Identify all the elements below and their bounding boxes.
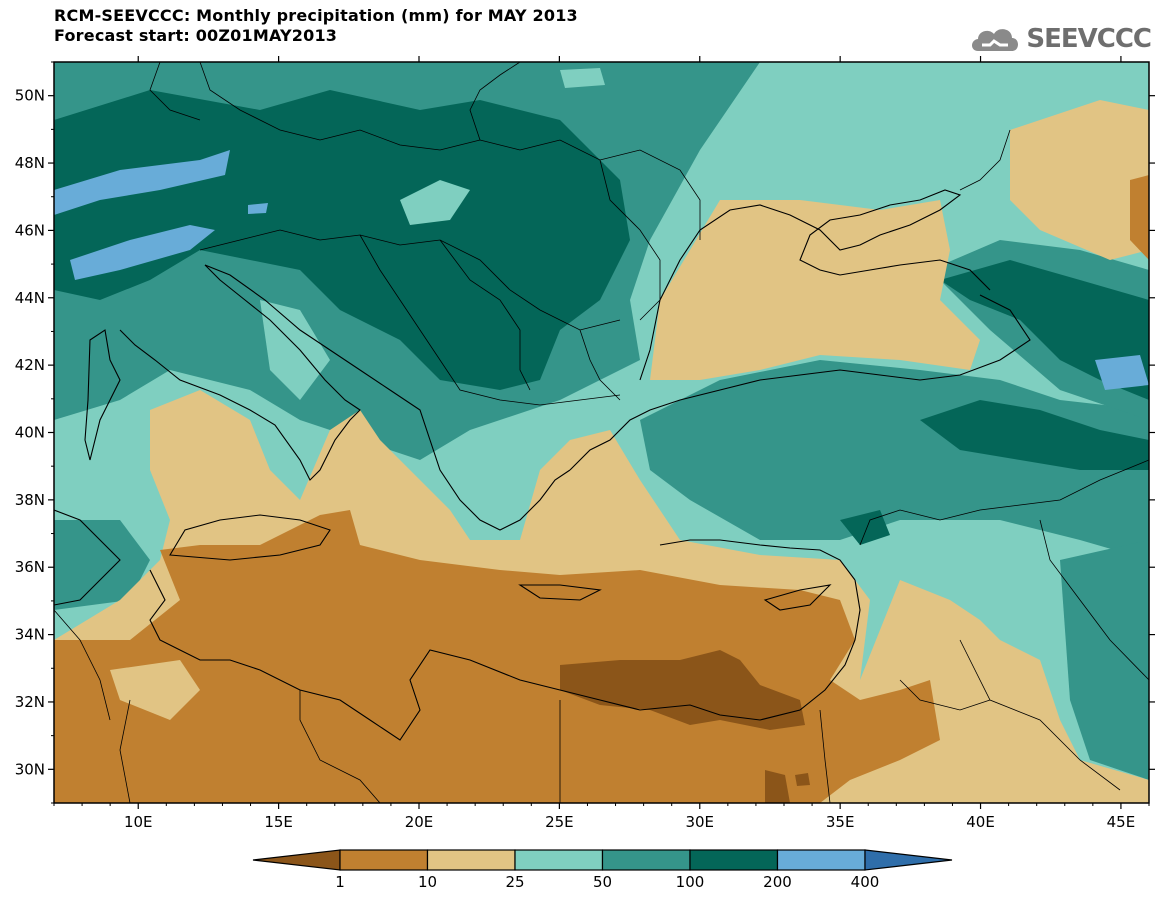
latitude-axis: 50N 48N 46N 44N 42N 40N 38N 36N 34N 32N 30N: [15, 61, 1155, 804]
lon-tick-label: 20E: [405, 813, 434, 831]
field-25-50-italy: [260, 300, 330, 400]
field-200-400-caucasus: [1095, 355, 1149, 390]
map-fields: [54, 62, 1149, 803]
field-50-100-tunisia: [54, 520, 150, 610]
colorbar-box: [514, 849, 604, 871]
lat-tick-label: 36N: [15, 558, 45, 576]
colorbar-upper-extend: [864, 849, 953, 871]
lat-tick-label: 48N: [15, 154, 45, 172]
colorbar: 1 10 25 50 100 200 400: [252, 849, 953, 891]
field-200-400-alps: [54, 150, 230, 215]
field-25-50-patch1: [400, 180, 470, 225]
lon-tick-label: 15E: [264, 813, 293, 831]
colorbar-label: 25: [505, 873, 524, 891]
colorbar-box: [339, 849, 429, 871]
lat-tick-label: 46N: [15, 221, 45, 239]
field-lt1-spot2: [795, 773, 810, 786]
colorbar-label: 1: [335, 873, 345, 891]
colorbar-label: 400: [851, 873, 880, 891]
title-line-2: Forecast start: 00Z01MAY2013: [54, 26, 338, 45]
field-1-10-ne: [1130, 175, 1149, 260]
seevccc-logo: SEEVCCC: [968, 22, 1152, 56]
colorbar-lower-extend: [252, 849, 341, 871]
lon-tick-label: 35E: [826, 813, 855, 831]
lat-tick-label: 50N: [15, 87, 45, 105]
lon-tick-label: 40E: [966, 813, 995, 831]
lat-tick-label: 30N: [15, 760, 45, 778]
coastlines: [54, 189, 1031, 741]
lat-tick-label: 34N: [15, 626, 45, 644]
field-100-200-spot: [840, 510, 890, 545]
field-50-100-east: [1060, 540, 1149, 780]
lon-tick-label: 25E: [545, 813, 574, 831]
colorbar-box: [689, 849, 779, 871]
lat-tick-label: 40N: [15, 424, 45, 442]
field-lt1-spot: [765, 770, 790, 803]
colorbar-label: 100: [676, 873, 705, 891]
field-200-400-alps-south: [70, 225, 215, 280]
lat-tick-label: 38N: [15, 491, 45, 509]
map-title: RCM-SEEVCCC: Monthly precipitation (mm) …: [54, 6, 578, 46]
longitude-axis: 10E 15E 20E 25E 30E 35E 40E 45E: [53, 56, 1150, 831]
field-1-10-south: [54, 510, 940, 803]
lat-tick-label: 32N: [15, 693, 45, 711]
field-10-25-northeast: [1010, 100, 1149, 260]
field-10-25-patch: [110, 660, 200, 720]
title-line-1: RCM-SEEVCCC: Monthly precipitation (mm) …: [54, 6, 578, 25]
colorbar-box: [426, 849, 516, 871]
lat-tick-label: 44N: [15, 289, 45, 307]
colorbar-label: 50: [593, 873, 612, 891]
field-lt1-libya-egypt: [560, 650, 805, 730]
colorbar-box: [776, 849, 866, 871]
lon-tick-label: 10E: [124, 813, 153, 831]
field-25-50-patch2: [560, 68, 605, 88]
lon-tick-label: 45E: [1107, 813, 1136, 831]
field-10-25-blacksea: [650, 200, 980, 380]
cloud-icon: [972, 29, 1019, 51]
lon-tick-label: 30E: [685, 813, 714, 831]
country-borders: [54, 62, 1149, 803]
colorbar-label: 200: [763, 873, 792, 891]
lat-tick-label: 42N: [15, 356, 45, 374]
logo-text: SEEVCCC: [1026, 24, 1152, 54]
colorbar-box: [601, 849, 691, 871]
field-200-400-spot: [248, 203, 268, 214]
field-100-200-anatolia: [920, 400, 1149, 470]
colorbar-label: 10: [418, 873, 437, 891]
